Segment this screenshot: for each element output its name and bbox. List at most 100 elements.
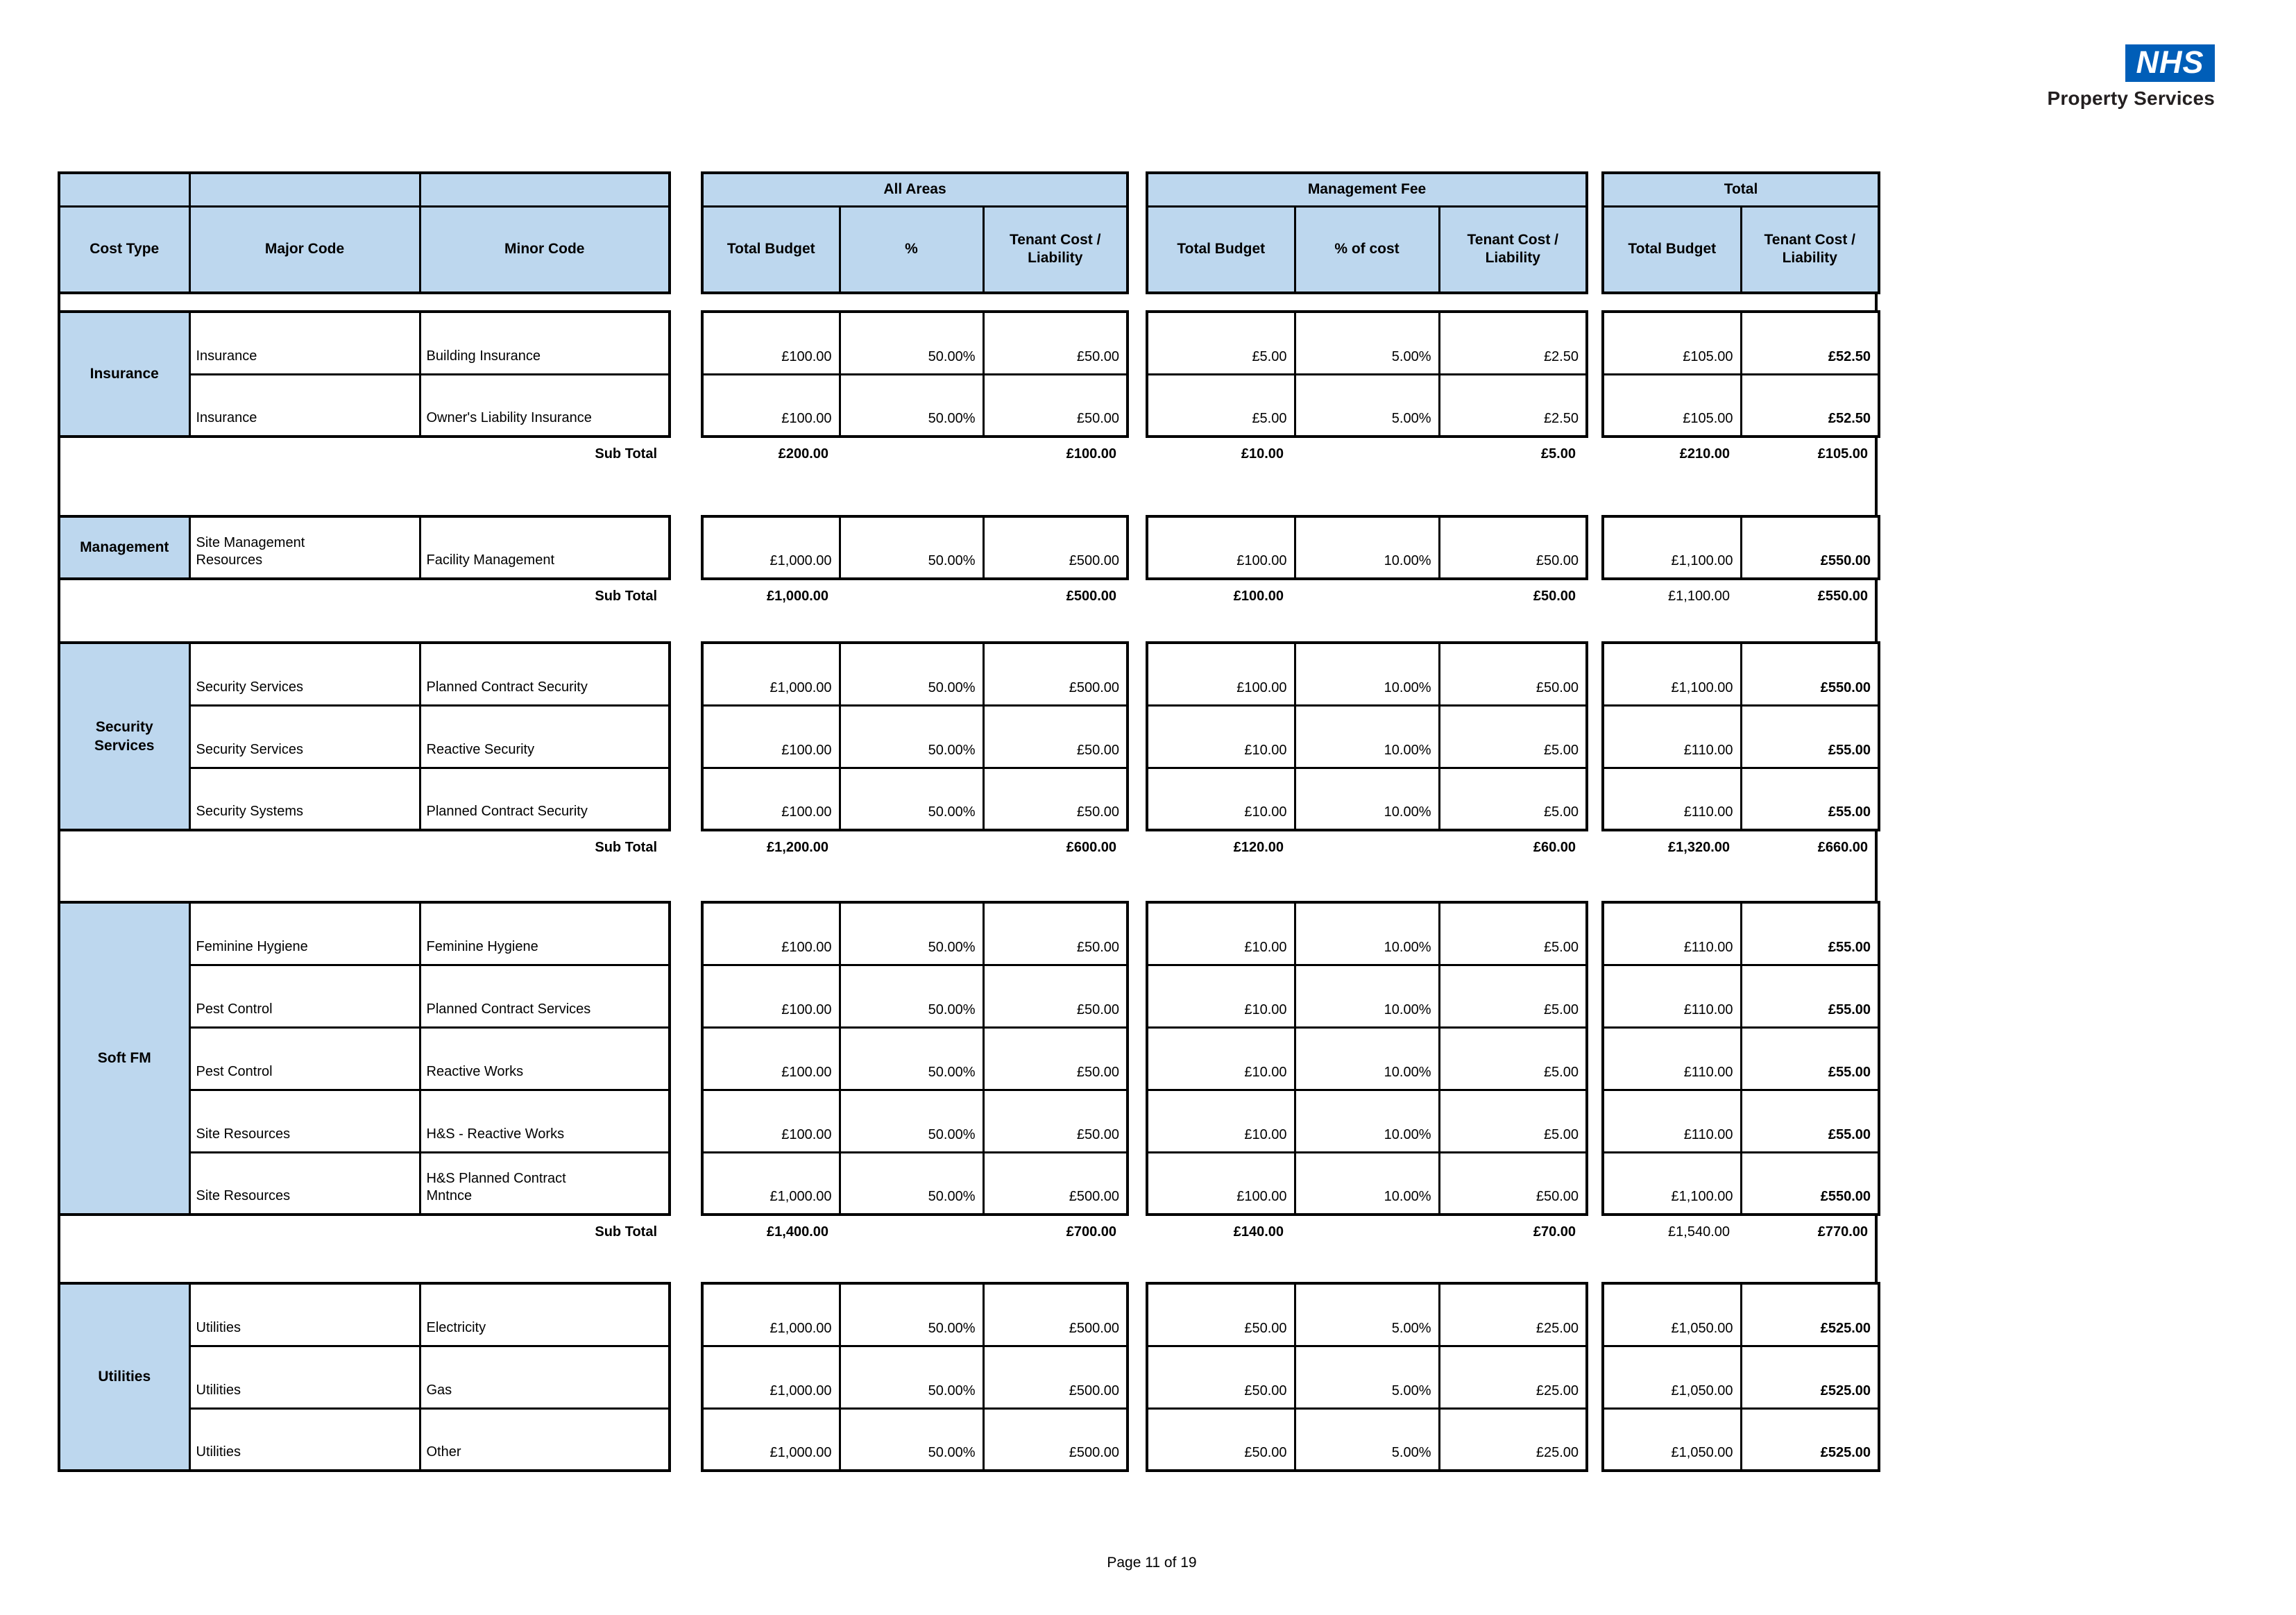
value-cell: £1,000.00: [701, 1282, 841, 1347]
table-row: £110.00 £55.00: [1601, 766, 1880, 831]
major-code-cell: Site Resources: [188, 1151, 421, 1216]
header-col-label: Total Budget: [1146, 205, 1296, 294]
value-cell: £1,000.00: [701, 641, 841, 707]
value-cell: £110.00: [1601, 963, 1742, 1029]
value-cell: 5.00%: [1293, 1344, 1440, 1410]
value-cell: £525.00: [1740, 1344, 1880, 1410]
header-col-label: Tenant Cost / Liability: [1740, 205, 1880, 294]
value-cell: £500.00: [982, 515, 1129, 580]
value-cell: £5.00: [1438, 1026, 1588, 1091]
minor-code-cell: Owner's Liability Insurance: [418, 373, 671, 438]
value-cell: £50.00: [1146, 1282, 1296, 1347]
table-row: Security Systems Planned Contract Securit…: [59, 766, 671, 831]
minor-code-cell: Planned Contract Services: [418, 963, 671, 1029]
table-row: £1,100.00 £550.00: [1601, 641, 1880, 707]
section-value-block: £10.00 10.00% £5.00 £10.00 10.00% £5.00 £10.00…: [1146, 901, 1588, 1216]
value-cell: £1,100.00: [1601, 641, 1742, 707]
value-cell: 5.00%: [1293, 1407, 1440, 1472]
table-row: £110.00 £55.00: [1601, 901, 1880, 966]
section-left-table: Security Services Security Services Planne…: [58, 641, 671, 831]
table-row: £110.00 £55.00: [1601, 1026, 1880, 1091]
minor-code-cell: Reactive Security: [418, 704, 671, 769]
subtotal-value: £210.00: [1679, 446, 1730, 462]
header-blank-cell: [188, 171, 421, 208]
table-row: Pest Control Planned Contract Services: [59, 963, 671, 1029]
value-cell: 50.00%: [838, 641, 985, 707]
value-cell: £1,000.00: [701, 1151, 841, 1216]
subtotal-label: Sub Total: [595, 840, 657, 855]
section-left-block: Management Site Management Resources Facil…: [58, 515, 671, 580]
table-row: Pest Control Reactive Works: [59, 1026, 671, 1091]
value-cell: 5.00%: [1293, 373, 1440, 438]
value-cell: 50.00%: [838, 310, 985, 375]
cost-type-cell: Soft FM: [58, 901, 191, 1216]
major-code-cell: Site Resources: [188, 1088, 421, 1153]
section-value-block: £5.00 5.00% £2.50 £5.00 5.00% £2.50: [1146, 310, 1588, 438]
subtotal-value: £550.00: [1817, 589, 1868, 604]
header-minor-code: Minor Code: [418, 205, 671, 294]
value-cell: £50.00: [982, 1026, 1129, 1091]
table-row: Insurance Insurance Building Insurance: [58, 310, 671, 438]
section-value-table: £100.00 50.00% £50.00 £100.00 50.00% £50.00 £1…: [701, 901, 1129, 1216]
subtotal-value: £1,200.00: [767, 840, 828, 855]
subtotal-label: Sub Total: [595, 589, 657, 604]
section-value-block: £1,100.00 £550.00: [1601, 515, 1880, 580]
value-cell: 50.00%: [838, 704, 985, 769]
value-cell: £55.00: [1740, 1026, 1880, 1091]
section-value-table: £1,100.00 £550.00: [1601, 515, 1880, 580]
value-cell: £105.00: [1601, 310, 1742, 375]
value-cell: £5.00: [1438, 1088, 1588, 1153]
major-code-cell: Site Management Resources: [188, 515, 421, 580]
header-all-areas-table: All Areas Total Budget % Tenant Cost / L…: [701, 171, 1129, 294]
value-cell: £50.00: [982, 963, 1129, 1029]
minor-code-cell: H&S Planned Contract Mntnce: [418, 1151, 671, 1216]
value-cell: 10.00%: [1293, 766, 1440, 831]
table-row: £1,000.00 50.00% £500.00: [701, 515, 1129, 580]
major-code-cell: Utilities: [188, 1344, 421, 1410]
value-cell: £10.00: [1146, 901, 1296, 966]
table-row: £1,000.00 50.00% £500.00: [701, 1407, 1129, 1472]
section-band: Soft FM Feminine Hygiene Feminine Hygiene P…: [58, 901, 1880, 1216]
table-row: Site Resources H&S - Reactive Works: [59, 1088, 671, 1153]
section-left-block: Security Services Security Services Planne…: [58, 641, 671, 831]
section-value-block: £50.00 5.00% £25.00 £50.00 5.00% £25.00 £50.00…: [1146, 1282, 1588, 1472]
value-cell: £25.00: [1438, 1407, 1588, 1472]
table-row: £100.00 50.00% £50.00: [701, 963, 1129, 1029]
value-cell: £10.00: [1146, 1088, 1296, 1153]
table-row: £10.00 10.00% £5.00: [1146, 766, 1588, 831]
value-cell: £50.00: [982, 766, 1129, 831]
section-value-table: £105.00 £52.50 £105.00 £52.50: [1601, 310, 1880, 438]
value-cell: £1,100.00: [1601, 515, 1742, 580]
subtotal-value: £1,000.00: [767, 589, 828, 604]
value-cell: £50.00: [982, 704, 1129, 769]
table-row: £100.00 50.00% £50.00: [701, 1088, 1129, 1153]
major-code-cell: Utilities: [188, 1407, 421, 1472]
header-col-label: Total Budget: [1601, 205, 1742, 294]
value-cell: 50.00%: [838, 1282, 985, 1347]
value-cell: £105.00: [1601, 373, 1742, 438]
cost-type-cell: Management: [58, 515, 191, 580]
nhs-logo-icon: NHS: [2125, 44, 2215, 82]
value-cell: 5.00%: [1293, 1282, 1440, 1347]
value-cell: £10.00: [1146, 766, 1296, 831]
section-value-table: £100.00 10.00% £50.00: [1146, 515, 1588, 580]
subtotal-value: £100.00: [1233, 589, 1284, 604]
table-row: £1,100.00 £550.00: [1601, 1151, 1880, 1216]
value-cell: 50.00%: [838, 1026, 985, 1091]
major-code-cell: Utilities: [188, 1282, 421, 1347]
major-code-cell: Security Services: [188, 641, 421, 707]
value-cell: £50.00: [1146, 1344, 1296, 1410]
value-cell: £500.00: [982, 1151, 1129, 1216]
table-row: £10.00 10.00% £5.00: [1146, 1088, 1588, 1153]
value-cell: £110.00: [1601, 1088, 1742, 1153]
minor-code-cell: Other: [418, 1407, 671, 1472]
subtotal-value: £660.00: [1817, 840, 1868, 855]
value-cell: £5.00: [1146, 373, 1296, 438]
value-cell: £10.00: [1146, 963, 1296, 1029]
table-row: £5.00 5.00% £2.50: [1146, 310, 1588, 375]
value-cell: £1,100.00: [1601, 1151, 1742, 1216]
table-row: £1,100.00 £550.00: [1601, 515, 1880, 580]
section-value-table: £1,100.00 £550.00 £110.00 £55.00 £110.00 £55.…: [1601, 641, 1880, 831]
subtotal-value: £600.00: [1066, 840, 1116, 855]
major-code-cell: Security Systems: [188, 766, 421, 831]
